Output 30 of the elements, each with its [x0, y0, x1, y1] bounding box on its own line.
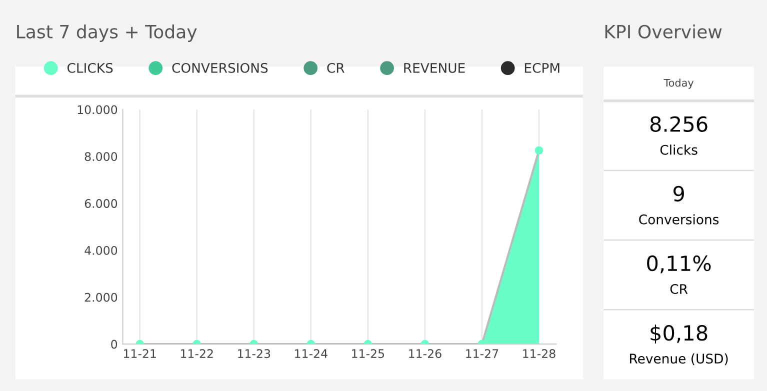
text: Revenue (USD): [630, 353, 728, 366]
x-tick-label: 11-22: [180, 349, 213, 358]
y-tick-label: 10.000: [78, 105, 118, 114]
y-tick-label: 6.000: [84, 199, 118, 208]
x-tick-label: 11-24: [295, 349, 328, 358]
x-tick-label: 11-28: [523, 349, 556, 358]
y-tick-label: 4.000: [84, 246, 118, 255]
legend-label: CR: [327, 62, 344, 73]
x-tick-label: 11-23: [238, 349, 270, 358]
x-tick-label: 11-27: [466, 349, 498, 358]
y-tick-label: 2.000: [84, 292, 118, 302]
text: 8.256: [650, 116, 708, 132]
legend-label: CLICKS: [67, 62, 113, 73]
text: CR: [670, 284, 688, 294]
text: Today: [664, 78, 694, 89]
text: Clicks: [660, 144, 698, 155]
text: $0,18: [650, 324, 708, 344]
text: KPI Overview: [605, 24, 722, 38]
legend-label: CONVERSIONS: [172, 62, 268, 73]
x-tick-label: 11-21: [124, 349, 156, 358]
y-tick-label: 8.000: [84, 152, 118, 162]
text: 0,11%: [647, 255, 711, 274]
text: 9: [673, 186, 684, 202]
x-tick-label: 11-26: [409, 349, 442, 358]
x-tick-label: 11-25: [352, 349, 384, 358]
y-tick-label: 0: [111, 340, 118, 349]
text: Conversions: [639, 214, 719, 224]
legend-label: ECPM: [524, 62, 560, 73]
legend-label: REVENUE: [404, 63, 465, 73]
chart-title: Last 7 days + Today: [17, 24, 197, 42]
